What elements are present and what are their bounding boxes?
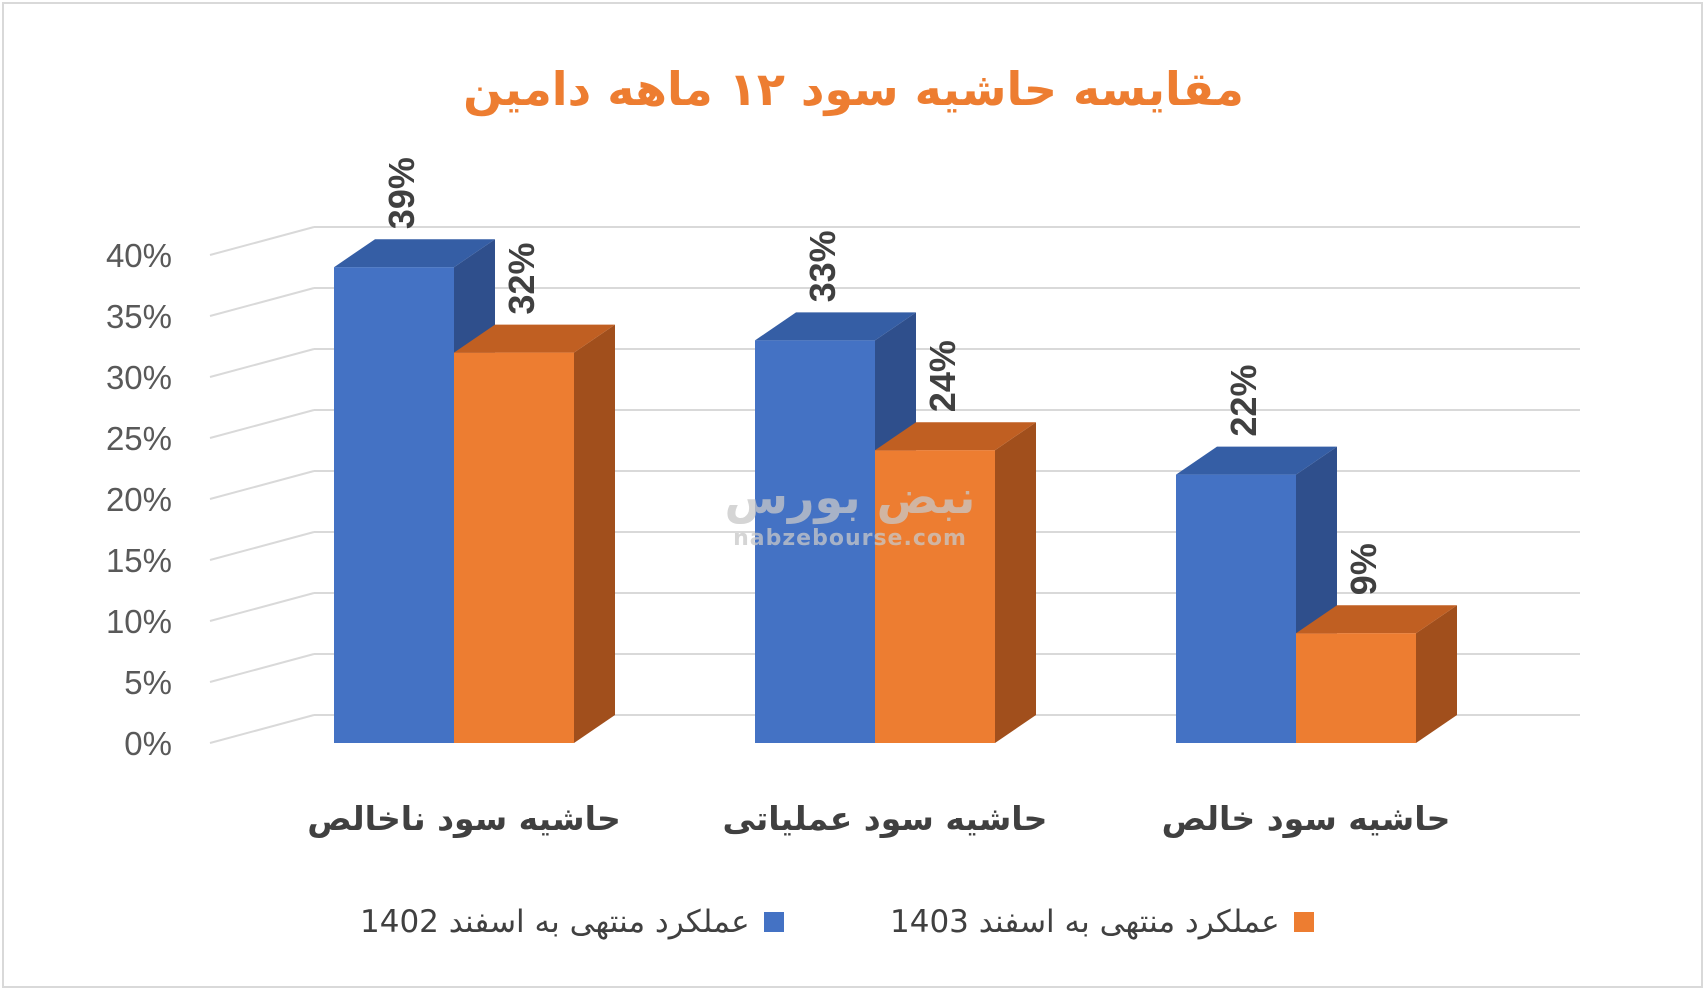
data-label: 24%	[922, 340, 963, 412]
y-tick-label: 10%	[106, 603, 172, 640]
category-label: حاشیه سود خالص	[1162, 799, 1451, 839]
y-tick-label: 0%	[124, 725, 172, 762]
watermark: نبض بورس nabzebourse.com	[680, 470, 1020, 551]
y-tick-label: 35%	[106, 298, 172, 335]
grid-depth-line	[209, 348, 315, 378]
bar	[334, 267, 454, 743]
bar-top	[454, 324, 615, 353]
y-tick-label: 30%	[106, 359, 172, 396]
grid-depth-line	[209, 287, 315, 317]
data-label: 9%	[1343, 543, 1384, 595]
bar-side	[574, 324, 615, 743]
watermark-logo: نبض بورس	[724, 470, 976, 524]
data-label: 39%	[381, 157, 422, 229]
y-tick-label: 25%	[106, 420, 172, 457]
bar	[1296, 633, 1416, 743]
bar-top	[755, 312, 916, 341]
y-tick-label: 20%	[106, 481, 172, 518]
legend-item-1403: عملکرد منتهی به اسفند 1403	[890, 900, 1314, 944]
legend-swatch-1403	[1293, 912, 1314, 932]
bar-top	[875, 422, 1036, 451]
bar-top	[334, 239, 495, 268]
grid-depth-line	[209, 531, 315, 561]
grid-depth-line	[209, 592, 315, 622]
data-label: 22%	[1223, 365, 1264, 437]
y-tick-label: 40%	[106, 237, 172, 274]
grid-depth-line	[209, 714, 315, 744]
bar	[875, 450, 995, 743]
bar	[1176, 474, 1296, 743]
bar	[454, 352, 574, 743]
bar-top	[1296, 605, 1457, 634]
grid-depth-line	[209, 653, 315, 683]
chart-title: مقایسه حاشیه سود ۱۲ ماهه دامین	[463, 62, 1244, 116]
grid-depth-line	[209, 470, 315, 500]
legend-swatch-1402	[763, 912, 784, 932]
legend-label-1403: عملکرد منتهی به اسفند 1403	[890, 904, 1280, 940]
bar-side	[1416, 605, 1457, 743]
category-label: حاشیه سود ناخالص	[307, 799, 621, 839]
bar-side	[995, 422, 1036, 743]
data-label: 32%	[501, 243, 542, 315]
y-tick-label: 5%	[124, 664, 172, 701]
y-tick-label: 15%	[106, 542, 172, 579]
legend-item-1402: عملکرد منتهی به اسفند 1402	[360, 900, 784, 944]
category-label: حاشیه سود عملیاتی	[723, 799, 1048, 839]
bar-top	[1176, 446, 1337, 475]
grid-depth-line	[209, 409, 315, 439]
watermark-site: nabzebourse.com	[733, 526, 967, 551]
data-label: 33%	[802, 230, 843, 302]
legend-label-1402: عملکرد منتهی به اسفند 1402	[360, 904, 750, 940]
bar	[755, 340, 875, 743]
grid-depth-line	[209, 226, 315, 256]
